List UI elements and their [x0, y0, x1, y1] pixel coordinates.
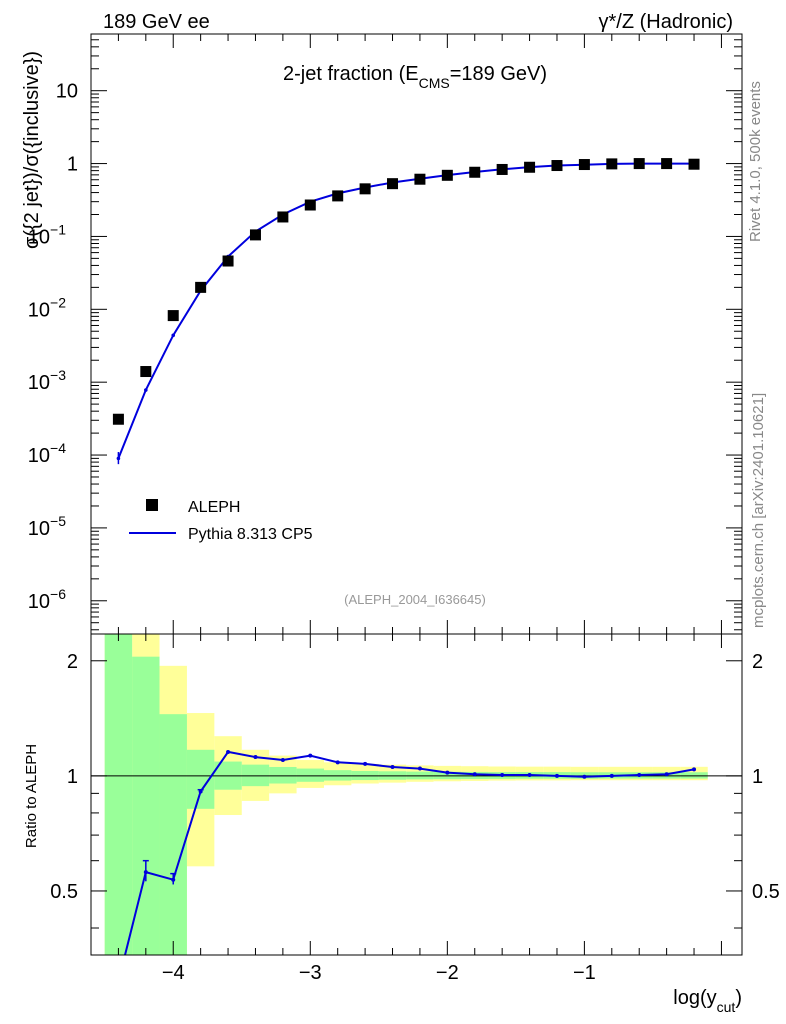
aleph-point [112, 413, 124, 425]
ratio-pythia-curve [123, 750, 695, 955]
aleph-point [606, 158, 618, 170]
ratio-pythia-point [363, 761, 368, 766]
aleph-point [633, 158, 645, 170]
ratio-pythia-point [417, 766, 422, 771]
ratio-frame [90, 633, 743, 956]
aleph-point [167, 310, 179, 322]
ratio-pythia-point [445, 770, 450, 775]
ratio-panel: 0.5 0.5 1 1 2 2 Ratio to ALEPH [23, 633, 780, 983]
main-y-tick-label: 10−3 [28, 367, 66, 394]
ratio-pythia-point [692, 767, 697, 772]
ratio-y-tick-label-right: 1 [752, 766, 763, 788]
x-tick-label: −1 [573, 962, 596, 984]
aleph-point [441, 169, 453, 181]
aleph-point [661, 158, 673, 170]
aleph-point [140, 366, 152, 378]
ratio-pythia-point [664, 772, 669, 777]
aleph-point [387, 178, 399, 190]
ratio-pythia-point [582, 774, 587, 779]
ratio-green-band [269, 766, 297, 784]
legend: ALEPH Pythia 8.313 CP5 [129, 499, 313, 543]
ratio-y-tick-label: 1 [67, 766, 78, 788]
legend-pythia-label: Pythia 8.313 CP5 [188, 526, 313, 543]
ratio-pythia-point [253, 755, 258, 760]
ratio-pythia-point [390, 764, 395, 769]
ratio-y-tick-label: 0.5 [50, 881, 78, 903]
ratio-pythia-point [500, 773, 505, 778]
aleph-point [359, 183, 371, 195]
main-y-label: σ({2 jet})/σ({inclusive}) [21, 51, 43, 249]
pythia-curve [117, 162, 694, 459]
ratio-pythia-point [308, 753, 313, 758]
main-y-tick-label: 10−2 [28, 294, 66, 321]
pythia-point [171, 333, 176, 338]
aleph-point [524, 161, 536, 173]
ratio-y-label: Ratio to ALEPH [23, 744, 40, 848]
x-tick-label: −2 [436, 962, 459, 984]
main-y-tick-label: 10−4 [28, 440, 66, 467]
main-y-tick-label: 10−1 [28, 221, 66, 248]
ratio-pythia-point [554, 773, 559, 778]
ratio-green-band [296, 768, 324, 782]
ratio-green-band [104, 634, 133, 955]
ratio-green-band [159, 714, 187, 955]
aleph-point [578, 159, 590, 171]
ratio-pythia-point [116, 979, 120, 983]
x-axis-label: log(ycut) [673, 987, 742, 1015]
ratio-pythia-point [637, 773, 642, 778]
rivet-label: Rivet 4.1.0, 500k events [747, 81, 764, 242]
aleph-point [332, 190, 344, 202]
header-left: 189 GeV ee [103, 11, 210, 33]
ratio-y-tick-label-right: 2 [752, 651, 763, 673]
aleph-point [551, 160, 563, 172]
x-tick-label: −4 [162, 962, 185, 984]
aleph-point [496, 163, 508, 175]
aleph-point [304, 199, 316, 211]
aleph-point [688, 158, 700, 170]
ratio-pythia-point [335, 760, 340, 765]
mcplots-label: mcplots.cern.ch [arXiv:2401.10621] [750, 393, 767, 628]
x-tick-label: −3 [299, 962, 322, 984]
pythia-point [144, 388, 148, 392]
ratio-y-tick-label: 2 [67, 651, 78, 673]
analysis-annotation: (ALEPH_2004_I636645) [344, 592, 486, 607]
ratio-pythia-point [226, 749, 231, 754]
ratio-pythia-point [472, 772, 477, 777]
ratio-y-tick-label-right: 0.5 [752, 881, 780, 903]
aleph-point [414, 173, 426, 185]
main-panel: 10−6 10−5 10−4 10−3 10−2 10−1 1 10 2-jet fracti… [21, 33, 743, 635]
main-frame [90, 33, 743, 635]
main-title: 2-jet fraction (ECMS=189 GeV) [283, 63, 547, 91]
aleph-point [249, 229, 261, 241]
main-y-tick-label: 10−5 [28, 513, 66, 540]
ratio-pythia-point [609, 773, 614, 778]
aleph-point [469, 166, 481, 178]
legend-aleph-marker [146, 499, 158, 511]
header-right: γ*/Z (Hadronic) [599, 11, 733, 33]
main-y-tick-label: 10 [56, 81, 78, 103]
aleph-point [195, 281, 207, 293]
ratio-green-band [132, 656, 160, 955]
main-y-tick-label: 1 [67, 154, 78, 176]
ratio-pythia-point [280, 758, 285, 763]
ratio-pythia-point [527, 773, 532, 778]
legend-aleph-label: ALEPH [188, 499, 240, 516]
main-y-tick-label: 10−6 [28, 586, 66, 613]
aleph-point [277, 211, 289, 223]
aleph-point [222, 255, 234, 267]
